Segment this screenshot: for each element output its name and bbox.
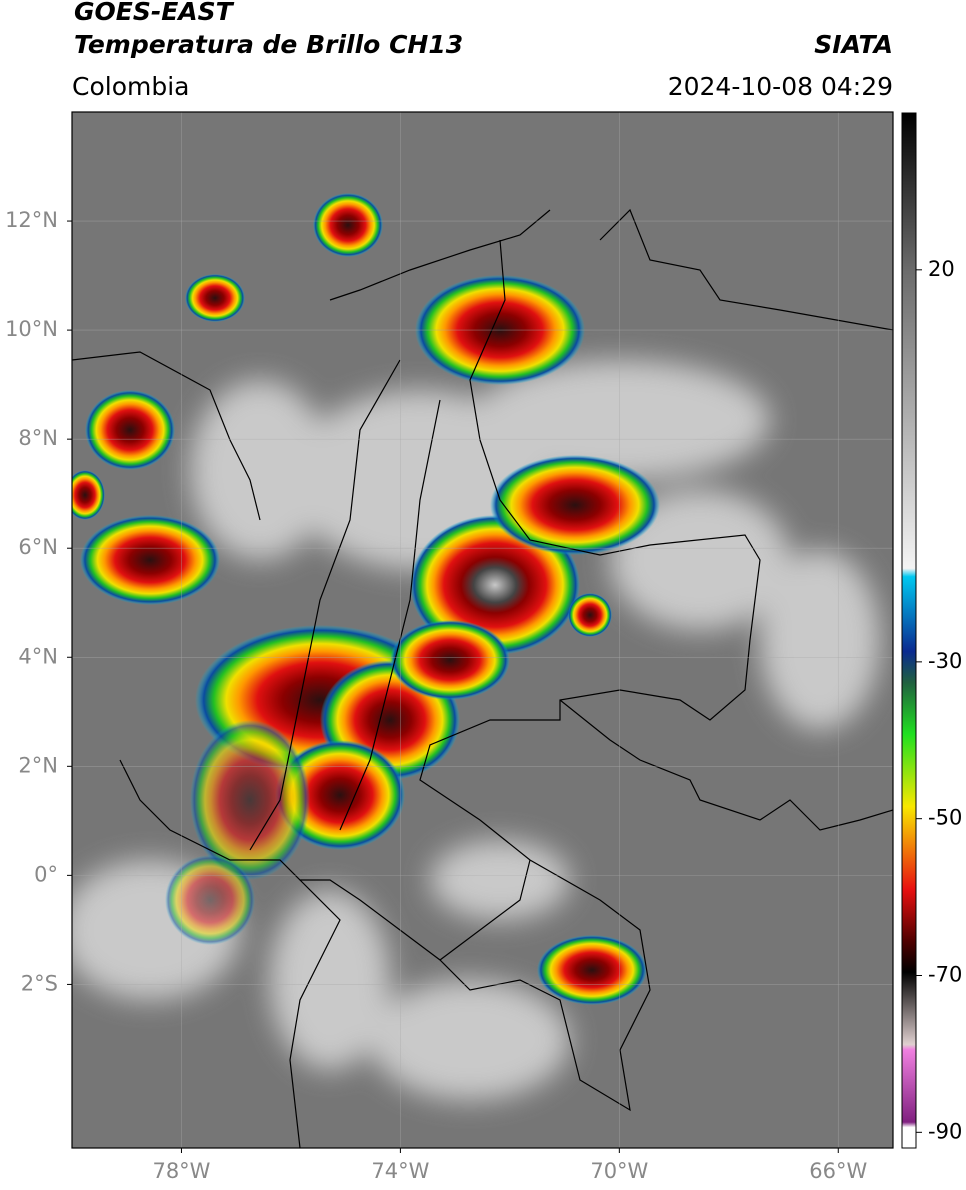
colorbar-tick-label: -30 — [928, 649, 962, 673]
x-tick-label: 70°W — [590, 1159, 648, 1183]
title: GOES-EAST — [74, 0, 235, 26]
satellite-image — [72, 112, 893, 1148]
x-tick-label: 78°W — [152, 1159, 210, 1183]
y-tick-label: 2°S — [21, 971, 58, 995]
y-tick-label: 6°N — [18, 535, 58, 559]
colorbar-tick-label: -50 — [928, 806, 962, 830]
subtitle: Temperatura de Brillo CH13 — [74, 30, 463, 59]
x-tick-label: 74°W — [371, 1159, 429, 1183]
map-frame — [71, 111, 894, 1149]
storm-cells — [72, 193, 660, 1005]
region: Colombia — [72, 72, 189, 101]
timestamp: 2024-10-08 04:29 — [668, 72, 893, 101]
y-tick-label: 2°N — [18, 753, 58, 777]
colorbar-tick-label: -70 — [928, 963, 962, 987]
colorbar — [901, 112, 917, 1149]
x-tick-label: 66°W — [809, 1159, 867, 1183]
y-tick-label: 4°N — [18, 644, 58, 668]
y-tick-label: 8°N — [18, 426, 58, 450]
grid — [72, 112, 893, 1148]
source: SIATA — [814, 30, 893, 59]
y-tick-label: 12°N — [5, 208, 58, 232]
y-tick-label: 10°N — [5, 317, 58, 341]
colorbar-tick-label: 20 — [928, 257, 955, 281]
y-tick-label: 0° — [34, 862, 58, 886]
colorbar-tick-label: -90 — [928, 1119, 962, 1143]
